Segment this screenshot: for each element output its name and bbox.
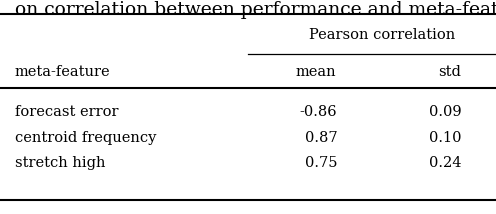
Text: mean: mean (295, 65, 336, 79)
Text: -0.86: -0.86 (300, 105, 337, 119)
Text: stretch high: stretch high (15, 156, 105, 170)
Text: centroid frequency: centroid frequency (15, 131, 156, 145)
Text: std: std (438, 65, 461, 79)
Text: 0.24: 0.24 (429, 156, 461, 170)
Text: Pearson correlation: Pearson correlation (309, 28, 455, 42)
Text: meta-feature: meta-feature (15, 65, 111, 79)
Text: 0.87: 0.87 (305, 131, 337, 145)
Text: 0.75: 0.75 (305, 156, 337, 170)
Text: 0.09: 0.09 (429, 105, 461, 119)
Text: forecast error: forecast error (15, 105, 119, 119)
Text: on correlation between performance and meta-features: on correlation between performance and m… (15, 1, 496, 19)
Text: 0.10: 0.10 (429, 131, 461, 145)
